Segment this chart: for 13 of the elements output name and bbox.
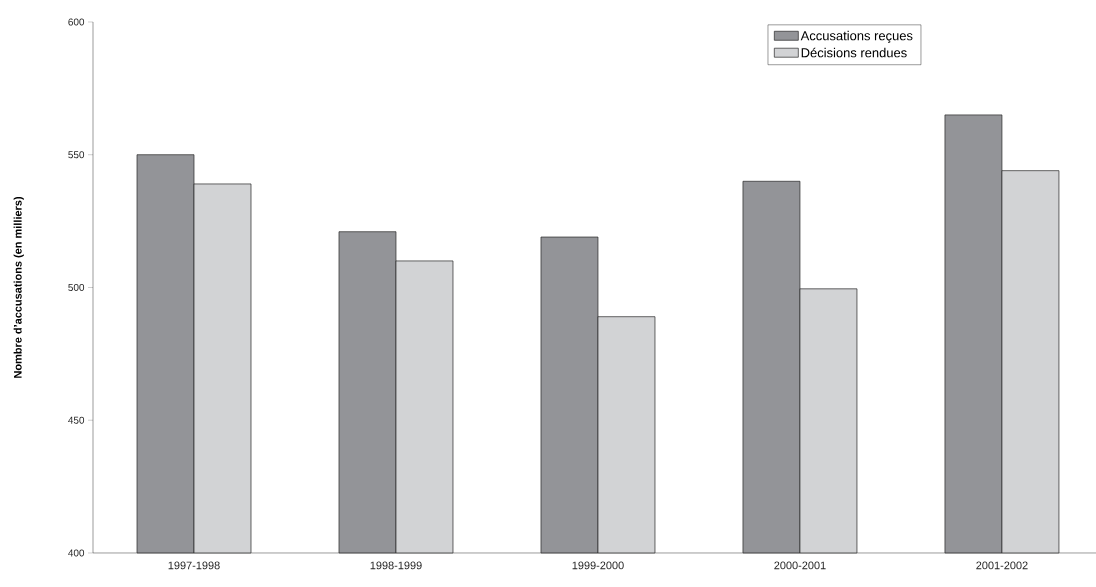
y-tick-label: 600 (68, 18, 85, 26)
y-tick-label: 550 (68, 151, 85, 159)
y-tick-label: 500 (68, 283, 85, 292)
x-tick-label: 2000-2001 (774, 561, 826, 570)
legend-label: Accusations reçues (800, 30, 913, 43)
y-axis-title: Nombre d’accusations (en milliers) (13, 196, 24, 378)
x-tick-label: 1999-2000 (572, 561, 624, 570)
x-tick-label: 1998-1999 (370, 561, 422, 570)
x-tick-label: 2001-2002 (976, 561, 1028, 570)
y-tick-label: 400 (68, 549, 85, 557)
x-tick-label: 1997-1998 (168, 561, 220, 570)
legend-label: Décisions rendues (801, 47, 907, 58)
y-tick-label: 450 (68, 416, 85, 424)
